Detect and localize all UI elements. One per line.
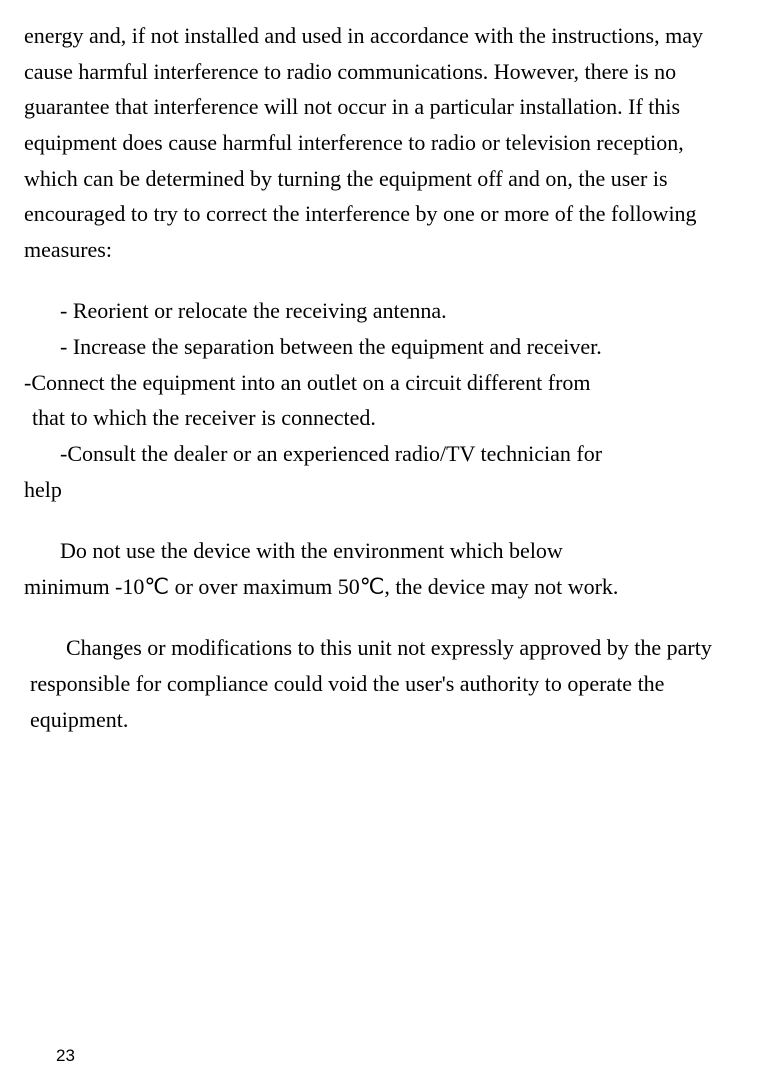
list-item: - Increase the separation between the eq… <box>24 329 738 365</box>
intro-paragraph: energy and, if not installed and used in… <box>24 18 738 267</box>
page-number: 23 <box>56 1046 75 1066</box>
document-body: energy and, if not installed and used in… <box>24 18 738 737</box>
list-item: -Connect the equipment into an outlet on… <box>24 365 738 401</box>
env-line: minimum -10℃ or over maximum 50℃, the de… <box>24 569 738 605</box>
list-item: - Reorient or relocate the receiving ant… <box>24 293 738 329</box>
changes-text: Changes or modifications to this unit no… <box>30 630 738 737</box>
list-item: -Consult the dealer or an experienced ra… <box>24 436 738 472</box>
list-item-continue: that to which the receiver is connected. <box>24 400 738 436</box>
environment-paragraph: Do not use the device with the environme… <box>24 533 738 604</box>
changes-paragraph: Changes or modifications to this unit no… <box>24 630 738 737</box>
measures-list: - Reorient or relocate the receiving ant… <box>24 293 738 507</box>
env-line: Do not use the device with the environme… <box>24 533 738 569</box>
list-item-continue: help <box>24 472 738 508</box>
